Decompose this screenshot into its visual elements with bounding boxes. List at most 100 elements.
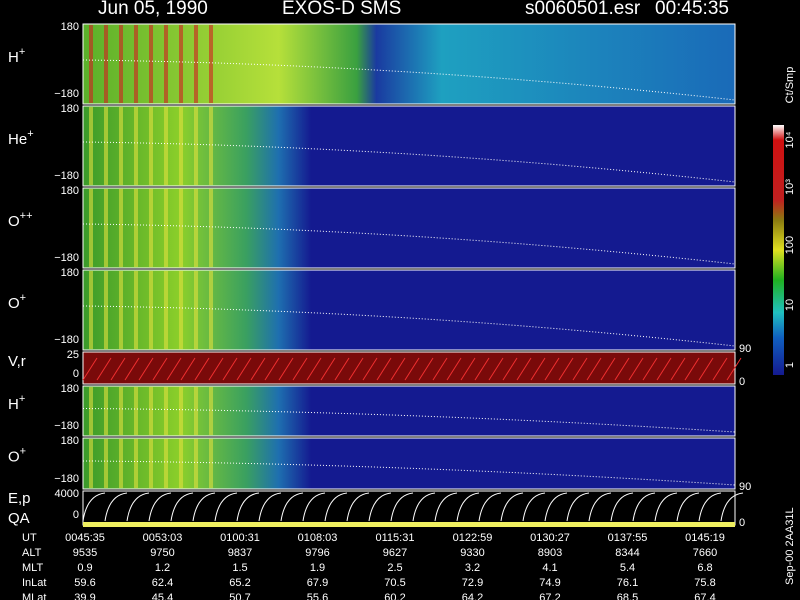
label-sup: + [27, 128, 33, 140]
y-tick-label: 180 [61, 267, 79, 279]
stripe [164, 189, 168, 267]
label-sup: + [20, 445, 26, 457]
label-text: E,p [8, 490, 31, 507]
ephemeris-name: ALT [22, 547, 42, 559]
colorbar [773, 125, 784, 375]
stripe [134, 439, 138, 488]
stripe [164, 107, 168, 185]
time: 00:45:35 [655, 0, 729, 19]
panel-label: H+ [8, 393, 25, 413]
stripe [104, 387, 108, 435]
y-tick-label: −180 [54, 420, 79, 432]
stripe [179, 271, 183, 349]
date: Jun 05, 1990 [98, 0, 208, 19]
panel [82, 269, 736, 351]
stripe [209, 439, 213, 488]
label-text: H [8, 49, 19, 66]
ephemeris-value: 39.9 [74, 592, 95, 600]
ephemeris-value: 7660 [693, 547, 717, 559]
ephemeris-value: 0053:03 [143, 532, 183, 544]
ephemeris-value: 9837 [228, 547, 252, 559]
panel [82, 187, 736, 269]
panel-label: O+ [8, 292, 26, 312]
label-text: He [8, 131, 27, 148]
ephemeris-value: 0115:31 [376, 532, 415, 544]
ephemeris-value: 74.9 [539, 577, 560, 589]
ephemeris-value: 55.6 [307, 592, 328, 600]
y-tick-label: −180 [54, 334, 79, 346]
stripe [179, 439, 183, 488]
stripe [104, 439, 108, 488]
file: s0060501.esr [525, 0, 641, 19]
ephemeris-value: 9330 [460, 547, 484, 559]
ephemeris-value: 45.4 [152, 592, 173, 600]
ephemeris-value: 67.4 [694, 592, 715, 600]
ephemeris-value: 72.9 [462, 577, 483, 589]
ephemeris-value: 4.1 [542, 562, 557, 574]
stripe [89, 25, 93, 103]
ephemeris-value: 8903 [538, 547, 562, 559]
label-sup: + [19, 393, 25, 405]
trace [82, 141, 736, 183]
ephemeris-value: 1.2 [155, 562, 170, 574]
ephemeris-name: UT [22, 532, 37, 544]
stripe [149, 271, 153, 349]
y-tick-label: 4000 [55, 488, 79, 500]
ephemeris-value: 75.8 [694, 577, 715, 589]
qa-bar [83, 522, 735, 527]
ephemeris-value: 5.4 [620, 562, 635, 574]
label-sup: ++ [20, 210, 33, 222]
stripe [134, 271, 138, 349]
stripe [89, 271, 93, 349]
ephemeris-value: 1.9 [310, 562, 325, 574]
stripe [104, 189, 108, 267]
stripe [164, 271, 168, 349]
stripe [134, 25, 138, 103]
stripe [149, 387, 153, 435]
y-tick-label: 25 [67, 349, 79, 361]
ephemeris-value: 0122:59 [453, 532, 493, 544]
y2-tick-label: 90 [739, 343, 751, 355]
trace [82, 59, 736, 101]
stripe [179, 189, 183, 267]
sawtooth [82, 357, 742, 381]
ephemeris-value: 1.5 [232, 562, 247, 574]
ephemeris-name: MLT [22, 562, 43, 574]
stripe [119, 25, 123, 103]
stripe [119, 189, 123, 267]
label-text: O [8, 295, 20, 312]
stripe [179, 25, 183, 103]
label-text: H [8, 396, 19, 413]
stripe [194, 189, 198, 267]
panel [82, 385, 736, 437]
stripe [194, 387, 198, 435]
ephemeris-value: 2.5 [387, 562, 402, 574]
ephemeris-value: 9535 [73, 547, 97, 559]
trace [82, 223, 736, 265]
label-text: O [8, 213, 20, 230]
stripe [164, 25, 168, 103]
label-sup: + [19, 46, 25, 58]
colorbar-tick-label: 10³ [784, 179, 796, 195]
stripe [89, 189, 93, 267]
stripe [134, 189, 138, 267]
label-text: V,r [8, 353, 26, 370]
stripe [119, 271, 123, 349]
stripe [134, 387, 138, 435]
stripe [164, 439, 168, 488]
instrument: EXOS-D SMS [282, 0, 401, 19]
ephemeris-value: 70.5 [384, 577, 405, 589]
stripe [149, 439, 153, 488]
ephemeris-name: MLat [22, 592, 46, 600]
footnote: Sep-00 2AA31L [784, 507, 796, 585]
stripe [194, 107, 198, 185]
y-tick-label: −180 [54, 88, 79, 100]
ephemeris-value: 67.2 [539, 592, 560, 600]
y-tick-label: −180 [54, 252, 79, 264]
ephemeris-value: 8344 [615, 547, 639, 559]
y-tick-label: −180 [54, 473, 79, 485]
ephemeris-name: InLat [22, 577, 46, 589]
panel-label: H+ [8, 46, 25, 66]
ephemeris-value: 3.2 [465, 562, 480, 574]
ephemeris-value: 62.4 [152, 577, 173, 589]
